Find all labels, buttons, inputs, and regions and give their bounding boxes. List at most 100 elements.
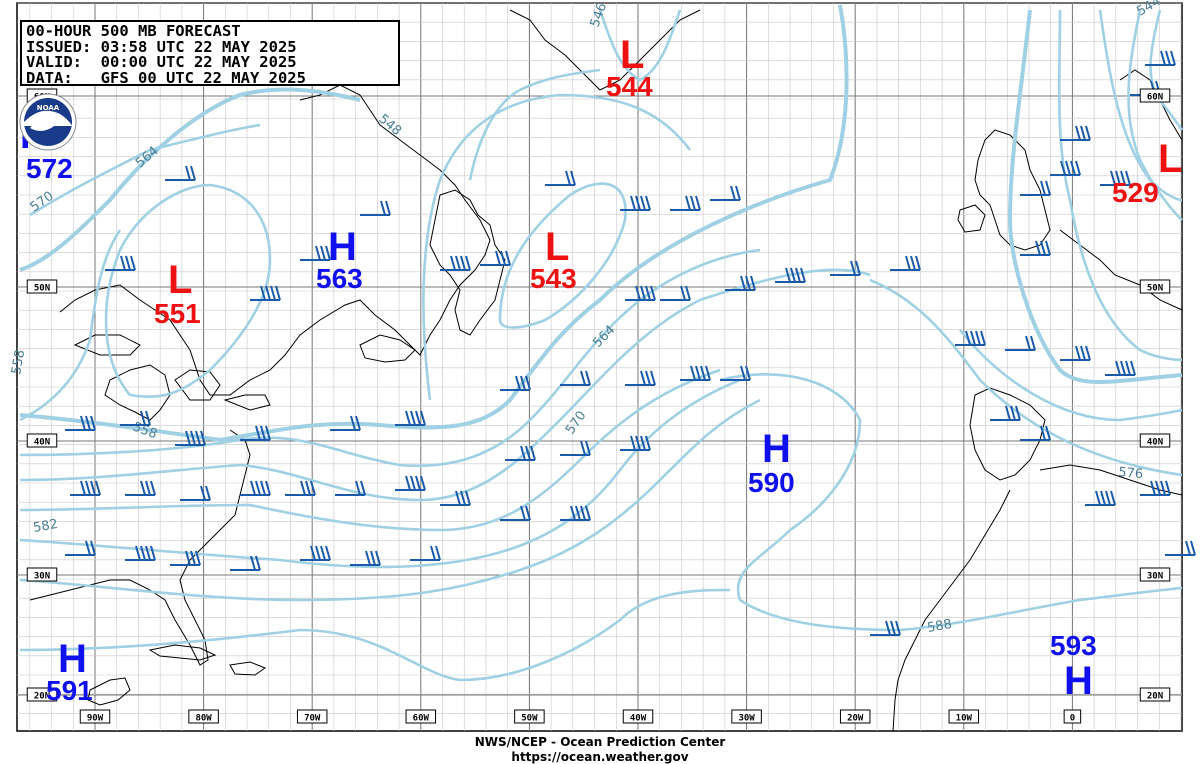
longitude-labels: 90W 80W 70W 60W 50W 40W 30W 20W 10W 0: [79, 709, 1082, 724]
contour: [19, 398, 761, 602]
wind-barb: [680, 365, 711, 381]
low-letter: L: [545, 225, 569, 269]
wind-barb: [545, 170, 576, 186]
coast-nova-scotia: [359, 334, 416, 363]
wind-barb: [560, 505, 591, 521]
wind-barb: [1050, 160, 1081, 176]
wind-barb: [105, 255, 136, 271]
wind-barb: [1005, 335, 1036, 351]
high-value: 593: [1050, 630, 1097, 661]
longitude-label: 0: [1070, 714, 1075, 724]
wind-barb: [175, 430, 206, 446]
coast-iberia: [969, 387, 1046, 481]
wind-barb: [70, 480, 101, 496]
longitude-label: 10W: [956, 714, 973, 724]
header-data: DATA: GFS 00 UTC 22 MAY 2025: [26, 68, 306, 87]
great-lake-huron: [174, 369, 221, 401]
wind-barb: [230, 555, 261, 571]
wind-barb: [480, 250, 511, 266]
contour: [1127, 9, 1183, 221]
low-value: 529: [1112, 177, 1159, 208]
high-letter: H: [58, 637, 87, 681]
high-value: 572: [26, 153, 73, 184]
contour: [422, 93, 692, 401]
great-lake-erie: [223, 394, 271, 411]
wind-barb: [360, 200, 391, 216]
wind-barb: [500, 505, 531, 521]
longitude-label: 40W: [630, 714, 647, 724]
wind-barb: [165, 165, 196, 181]
latitude-label: 30N: [34, 572, 50, 582]
wind-barb: [955, 330, 986, 346]
coast-cuba: [148, 644, 217, 661]
header-title: 00-HOUR 500 MB FORECAST: [26, 22, 241, 40]
coast-hispaniola: [229, 661, 267, 676]
wind-barb: [250, 285, 281, 301]
contour: [1057, 9, 1183, 362]
longitude-label: 20W: [847, 714, 864, 724]
longitude-label: 70W: [304, 714, 321, 724]
latitude-label: 50N: [34, 284, 50, 294]
latitude-label: 40N: [1147, 438, 1163, 448]
contour-closed: [104, 183, 272, 399]
coast-newfoundland: [429, 189, 506, 336]
wind-barb: [170, 550, 201, 566]
latitude-label: 30N: [1147, 572, 1163, 582]
latitude-label: 20N: [34, 692, 50, 702]
contour: [19, 229, 122, 422]
low-value: 543: [530, 263, 577, 294]
wind-barb: [330, 415, 361, 431]
latitude-label: 60N: [1147, 93, 1163, 103]
wind-barb: [440, 490, 471, 506]
wind-barb: [890, 255, 921, 271]
wind-barb: [125, 545, 156, 561]
wind-barb: [240, 480, 271, 496]
wind-barb: [285, 480, 316, 496]
contour: [29, 123, 261, 217]
wind-barb: [1085, 490, 1116, 506]
footer-url[interactable]: https://ocean.weather.gov: [511, 750, 689, 764]
wind-barb: [120, 410, 151, 426]
high-value: 590: [748, 467, 795, 498]
footer-organization: NWS/NCEP - Ocean Prediction Center: [474, 735, 726, 749]
wind-barb: [1020, 240, 1051, 256]
wind-barb: [1145, 50, 1176, 66]
wind-barb: [710, 185, 741, 201]
wind-barb: [720, 365, 751, 381]
contour: [958, 329, 1183, 422]
longitude-label: 30W: [738, 714, 755, 724]
great-lake-superior: [73, 334, 141, 356]
low-value: 551: [154, 298, 201, 329]
wind-barb: [830, 260, 861, 276]
high-value: 563: [316, 263, 363, 294]
contour: [719, 373, 1183, 632]
contour-thick: [1007, 9, 1183, 384]
wind-barb: [625, 370, 656, 386]
wind-barb: [560, 440, 591, 456]
low-letter: L: [620, 33, 644, 77]
wind-barb: [620, 435, 651, 451]
lat-lon-grid: [17, 2, 1182, 731]
coast-africa: [892, 489, 1011, 732]
high-letter: H: [328, 225, 357, 269]
wind-barb: [395, 475, 426, 491]
wind-barb: [240, 425, 271, 441]
wind-barb: [125, 480, 156, 496]
wind-barb: [180, 485, 211, 501]
high-letter: H: [762, 427, 791, 471]
noaa-logo: NOAA: [19, 93, 77, 151]
contour: [869, 278, 1183, 477]
coast-ireland: [957, 204, 986, 233]
wind-barb: [505, 445, 536, 461]
wind-barb: [300, 545, 331, 561]
longitude-label: 90W: [87, 714, 104, 724]
high-letter: H: [1064, 659, 1093, 703]
wind-barb: [440, 255, 471, 271]
wind-barb: [395, 410, 426, 426]
contour-label: 576: [1118, 465, 1144, 482]
coast-greenland: [509, 9, 701, 91]
contour: [1098, 9, 1183, 202]
low-value: 544: [606, 71, 653, 102]
wind-barb: [300, 245, 331, 261]
header-issued: ISSUED: 03:58 UTC 22 MAY 2025: [26, 37, 297, 56]
